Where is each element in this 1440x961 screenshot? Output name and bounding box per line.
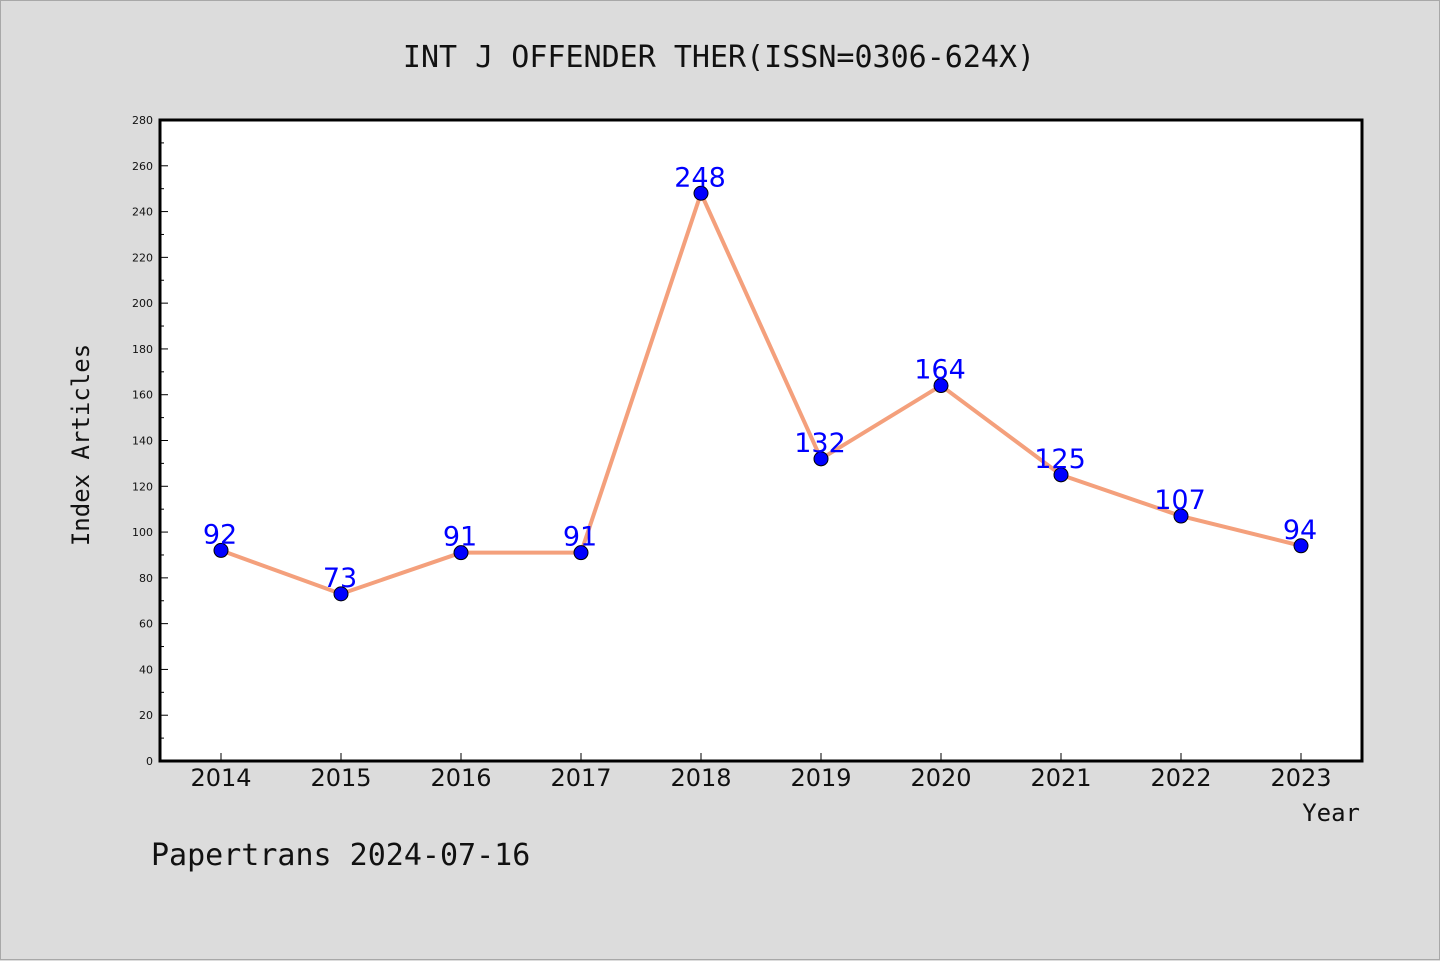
x-tick-label-2018: 2018 bbox=[670, 764, 731, 792]
x-axis-title: Year bbox=[1302, 799, 1360, 827]
data-label-2018: 248 bbox=[674, 162, 726, 193]
y-tick-label-40: 40 bbox=[139, 663, 153, 676]
x-tick-label-2020: 2020 bbox=[910, 764, 971, 792]
series-index-articles: 92 73 91 91 248 132 164 125 107 94 bbox=[203, 162, 1317, 602]
y-tick-label-240: 240 bbox=[132, 206, 153, 219]
chart-title: INT J OFFENDER THER(ISSN=0306-624X) bbox=[403, 40, 1035, 75]
y-tick-label-60: 60 bbox=[139, 618, 153, 631]
series-line bbox=[220, 191, 1302, 596]
data-label-2019: 132 bbox=[794, 428, 846, 459]
x-tick-label-2017: 2017 bbox=[550, 764, 611, 792]
data-label-2014: 92 bbox=[203, 519, 237, 550]
data-label-2015: 73 bbox=[323, 563, 357, 594]
x-tick-label-2023: 2023 bbox=[1270, 764, 1331, 792]
y-tick-label-200: 200 bbox=[132, 297, 153, 310]
data-point-2015 bbox=[333, 586, 349, 602]
data-label-2016: 91 bbox=[443, 522, 477, 553]
x-tick-label-2016: 2016 bbox=[430, 764, 491, 792]
data-label-2022: 107 bbox=[1154, 485, 1206, 516]
x-tick-label-2021: 2021 bbox=[1030, 764, 1091, 792]
footer-credit: Papertrans 2024-07-16 bbox=[151, 838, 530, 873]
y-axis-title: Index Articles bbox=[67, 344, 95, 546]
x-axis: 2014 2015 2016 2017 2018 2019 2020 2021 2022 2023 bbox=[190, 753, 1332, 792]
y-tick-label-260: 260 bbox=[132, 160, 153, 173]
data-point-2023 bbox=[1293, 538, 1309, 554]
x-tick-label-2015: 2015 bbox=[310, 764, 371, 792]
y-tick-label-280: 280 bbox=[132, 114, 153, 127]
data-point-2018 bbox=[693, 185, 709, 201]
data-point-2016 bbox=[453, 545, 469, 561]
plot-area bbox=[158, 118, 1364, 763]
x-tick-label-2014: 2014 bbox=[190, 764, 251, 792]
data-label-2017: 91 bbox=[563, 522, 597, 553]
y-tick-label-80: 80 bbox=[139, 572, 153, 585]
data-point-2017 bbox=[573, 545, 589, 561]
y-tick-label-100: 100 bbox=[132, 526, 153, 539]
data-point-2020 bbox=[933, 378, 949, 394]
x-tick-label-2019: 2019 bbox=[790, 764, 851, 792]
data-label-2020: 164 bbox=[914, 355, 966, 386]
y-tick-label-160: 160 bbox=[132, 389, 153, 402]
x-tick-label-2022: 2022 bbox=[1150, 764, 1211, 792]
y-tick-label-20: 20 bbox=[139, 709, 153, 722]
y-tick-label-140: 140 bbox=[132, 435, 153, 448]
data-point-2022 bbox=[1173, 508, 1189, 524]
data-label-2021: 125 bbox=[1034, 444, 1086, 475]
y-tick-label-0: 0 bbox=[146, 755, 153, 768]
data-point-2014 bbox=[213, 542, 229, 558]
data-point-2021 bbox=[1053, 467, 1069, 483]
y-axis: 0 20 40 60 80 100 120 140 160 180 200 220 240 260 280 bbox=[132, 114, 168, 768]
y-tick-label-180: 180 bbox=[132, 343, 153, 356]
data-label-2023: 94 bbox=[1283, 515, 1317, 546]
y-tick-label-120: 120 bbox=[132, 480, 153, 493]
y-tick-label-220: 220 bbox=[132, 251, 153, 264]
data-point-2019 bbox=[813, 451, 829, 467]
